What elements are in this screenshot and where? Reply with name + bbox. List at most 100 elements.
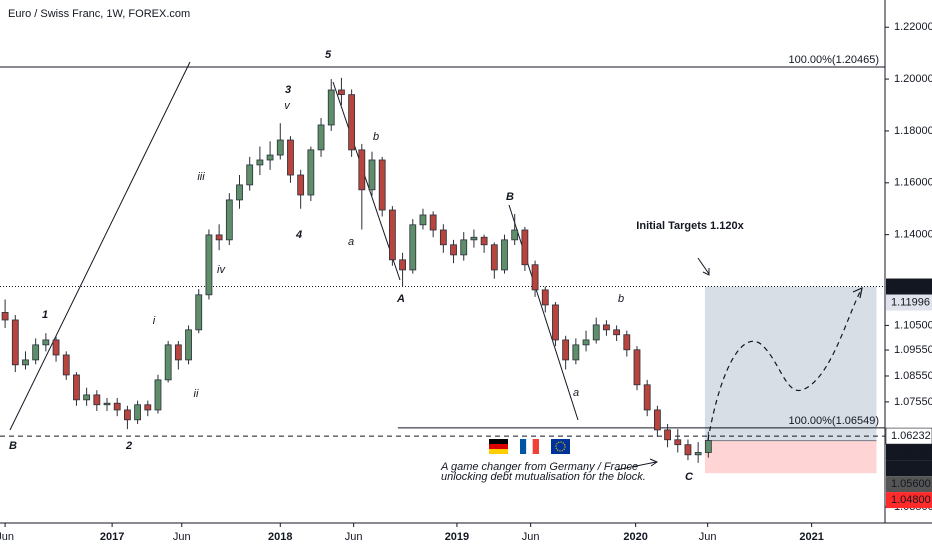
candle-body: [134, 404, 141, 421]
candle-body: [704, 440, 712, 453]
wave-label: 5: [325, 49, 332, 61]
candle-body: [480, 236, 488, 246]
candle-body: [470, 236, 478, 241]
arrow: [697, 257, 710, 275]
candle-body: [317, 124, 325, 151]
arrow-head: [649, 458, 659, 467]
candle-body: [623, 334, 631, 351]
wave-label: 2: [125, 440, 132, 452]
flag-germany: [489, 439, 508, 454]
candle-body: [276, 139, 284, 156]
x-tick-label: 2021: [799, 531, 823, 543]
candle-body: [287, 139, 294, 176]
y-tick-label: 1.16000: [894, 177, 932, 189]
candle-body: [1, 312, 9, 321]
price-badge-label: 1.11996: [891, 296, 930, 308]
candle-body: [154, 379, 162, 411]
candle-body: [73, 374, 80, 401]
candle-body: [103, 402, 111, 406]
candle-body: [603, 324, 610, 331]
x-tick-label: 2017: [100, 531, 124, 543]
arrow: [615, 461, 657, 471]
candle-body: [643, 384, 651, 411]
candle-body: [684, 444, 692, 456]
candle-body: [62, 354, 70, 376]
y-tick-label: 1.09550: [894, 344, 932, 356]
price-badge-label: 1.06232: [891, 430, 931, 442]
price-badge: [886, 444, 932, 461]
levels-layer: 100.00%(1.20465) 100.00%(1.06549): [0, 54, 885, 437]
y-tick-label: 1.14000: [894, 229, 932, 241]
wave-label: b: [618, 293, 624, 305]
y-tick-label: 1.10500: [894, 319, 932, 331]
x-tick-label: 2020: [623, 531, 647, 543]
note-line: unlocking debt mutualisation for the blo…: [441, 471, 646, 483]
y-tick-label: 1.18000: [894, 125, 932, 137]
candle-body: [378, 159, 386, 211]
wave-label: 1: [42, 309, 48, 321]
x-tick-label: Jun: [345, 531, 363, 543]
candle-body: [501, 239, 508, 271]
price-badge-label: 1.06055: [891, 446, 931, 458]
trend-line: [508, 204, 579, 421]
candle-body: [22, 359, 29, 366]
wave-label: ii: [194, 388, 199, 400]
wave-label: a: [348, 236, 354, 248]
candle-body: [490, 244, 498, 271]
x-tick-label: Jun: [173, 531, 191, 543]
candle-body: [215, 234, 223, 241]
candle-body: [419, 214, 427, 226]
candle-body: [613, 329, 621, 336]
candle-body: [653, 409, 661, 431]
x-tick-label: Jun: [0, 531, 14, 543]
candle-body: [32, 344, 40, 361]
trend-line: [332, 81, 401, 281]
candle-body: [174, 344, 182, 361]
x-tick-label: 2019: [445, 531, 469, 543]
x-tick-label: Jun: [699, 531, 717, 543]
price-badge-label: 1.05600: [891, 478, 931, 490]
candle-body: [358, 149, 366, 191]
candle-body: [460, 239, 468, 256]
flag-eu: [551, 439, 570, 454]
level-label: 100.00%(1.06549): [788, 415, 879, 427]
y-tick-label: 1.08550: [894, 370, 932, 382]
candle-body: [521, 229, 529, 266]
candle-body: [338, 89, 345, 96]
wave-label: v: [284, 100, 291, 112]
candle-body: [541, 289, 549, 306]
y-tick-label: 1.20000: [894, 73, 932, 85]
candle-body: [327, 89, 335, 126]
candle-body: [531, 264, 539, 291]
candle-body: [552, 304, 559, 341]
price-badge: [886, 294, 932, 311]
candle-body: [633, 349, 641, 386]
candle-body: [246, 164, 254, 186]
price-badge: [886, 476, 932, 493]
candle-body: [11, 319, 19, 366]
wave-label: 4: [295, 229, 302, 241]
projection-arrowhead: [852, 286, 863, 299]
candle-body: [409, 224, 417, 271]
candle-body: [562, 339, 570, 361]
candle-body: [195, 294, 203, 331]
wave-label: iii: [197, 171, 205, 183]
chart-title: Euro / Swiss Franc, 1W, FOREX.com: [8, 8, 190, 20]
candle-body: [450, 244, 457, 256]
candle-body: [42, 339, 50, 346]
candle-body: [297, 174, 305, 196]
arrow-head: [702, 268, 710, 276]
stop-zone: [704, 440, 877, 474]
candle-body: [205, 234, 213, 296]
candle-body: [256, 159, 264, 166]
candle-body: [572, 344, 580, 361]
y-tick-label: 1.07550: [894, 396, 932, 408]
projection-path: [707, 291, 861, 441]
candles: [1, 77, 712, 463]
candle-body: [582, 339, 590, 346]
y-tick-label: 1.22000: [894, 21, 932, 33]
candle-body: [236, 184, 243, 201]
price-badge-label: 1.12000: [891, 280, 931, 292]
wave-label: A: [396, 293, 405, 305]
